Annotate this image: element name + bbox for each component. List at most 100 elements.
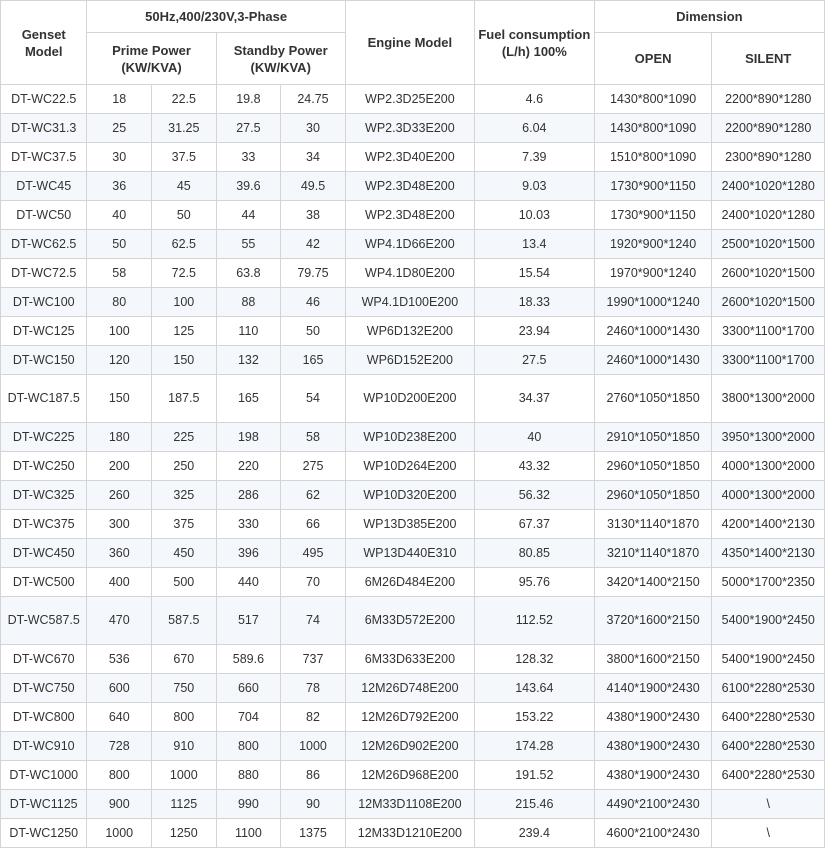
cell-engine-model: WP10D200E200 — [344, 374, 475, 423]
cell-dimension-open: 2460*1000*1430 — [593, 345, 713, 375]
cell-prime-kw: 300 — [86, 509, 153, 539]
cell-standby-kw: 110 — [215, 316, 282, 346]
cell-standby-kva: 50 — [280, 316, 346, 346]
table-row: DT-WC225 180 225 198 58 WP10D238E200 40 2910*10… — [0, 422, 825, 452]
cell-standby-kw: 440 — [215, 567, 282, 597]
header-standby-power: Standby Power (KW/KVA) — [215, 32, 346, 85]
cell-engine-model: WP2.3D25E200 — [344, 84, 475, 114]
header-silent: SILENT — [711, 32, 825, 85]
cell-prime-kw: 36 — [86, 171, 153, 201]
cell-prime-kw: 58 — [86, 258, 153, 288]
cell-dimension-open: 1730*900*1150 — [593, 200, 713, 230]
cell-standby-kva: 275 — [280, 451, 346, 481]
cell-prime-kva: 1125 — [151, 789, 217, 819]
cell-fuel-consumption: 4.6 — [473, 84, 595, 114]
cell-dimension-silent: 6400*2280*2530 — [711, 760, 825, 790]
cell-fuel-consumption: 95.76 — [473, 567, 595, 597]
cell-standby-kva: 1375 — [280, 818, 346, 848]
cell-standby-kw: 330 — [215, 509, 282, 539]
cell-dimension-silent: 2400*1020*1280 — [711, 171, 825, 201]
cell-standby-kva: 86 — [280, 760, 346, 790]
table-row: DT-WC72.5 58 72.5 63.8 79.75 WP4.1D80E200 15.5… — [0, 258, 825, 288]
table-row: DT-WC1125 900 1125 990 90 12M33D1108E200 215.4… — [0, 789, 825, 819]
cell-prime-kva: 750 — [151, 673, 217, 703]
cell-dimension-silent: 4350*1400*2130 — [711, 538, 825, 568]
cell-engine-model: WP10D320E200 — [344, 480, 475, 510]
cell-engine-model: WP4.1D66E200 — [344, 229, 475, 259]
cell-genset-model: DT-WC670 — [0, 644, 88, 674]
cell-standby-kva: 46 — [280, 287, 346, 317]
cell-genset-model: DT-WC225 — [0, 422, 88, 452]
cell-dimension-silent: 4000*1300*2000 — [711, 451, 825, 481]
cell-engine-model: WP2.3D33E200 — [344, 113, 475, 143]
cell-prime-kva: 250 — [151, 451, 217, 481]
cell-fuel-consumption: 40 — [473, 422, 595, 452]
cell-standby-kw: 286 — [215, 480, 282, 510]
cell-prime-kw: 260 — [86, 480, 153, 510]
cell-prime-kva: 910 — [151, 731, 217, 761]
cell-fuel-consumption: 9.03 — [473, 171, 595, 201]
cell-standby-kw: 27.5 — [215, 113, 282, 143]
cell-standby-kva: 34 — [280, 142, 346, 172]
table-row: DT-WC500 400 500 440 70 6M26D484E200 95.76 3420… — [0, 567, 825, 597]
cell-fuel-consumption: 6.04 — [473, 113, 595, 143]
cell-dimension-open: 1990*1000*1240 — [593, 287, 713, 317]
cell-standby-kva: 38 — [280, 200, 346, 230]
cell-standby-kva: 24.75 — [280, 84, 346, 114]
cell-genset-model: DT-WC22.5 — [0, 84, 88, 114]
cell-prime-kw: 40 — [86, 200, 153, 230]
cell-dimension-open: 4140*1900*2430 — [593, 673, 713, 703]
cell-dimension-silent: 5000*1700*2350 — [711, 567, 825, 597]
cell-genset-model: DT-WC450 — [0, 538, 88, 568]
cell-dimension-open: 2910*1050*1850 — [593, 422, 713, 452]
cell-engine-model: 12M26D968E200 — [344, 760, 475, 790]
cell-genset-model: DT-WC325 — [0, 480, 88, 510]
table-row: DT-WC50 40 50 44 38 WP2.3D48E200 10.03 1730*900… — [0, 200, 825, 230]
cell-engine-model: WP2.3D40E200 — [344, 142, 475, 172]
cell-prime-kw: 50 — [86, 229, 153, 259]
table-row: DT-WC31.3 25 31.25 27.5 30 WP2.3D33E200 6.04 14… — [0, 113, 825, 143]
cell-standby-kw: 660 — [215, 673, 282, 703]
cell-dimension-open: 2760*1050*1850 — [593, 374, 713, 423]
cell-prime-kva: 62.5 — [151, 229, 217, 259]
table-row: DT-WC375 300 375 330 66 WP13D385E200 67.37 3130… — [0, 509, 825, 539]
header-prime-power: Prime Power (KW/KVA) — [86, 32, 217, 85]
cell-genset-model: DT-WC187.5 — [0, 374, 88, 423]
cell-dimension-open: 1510*800*1090 — [593, 142, 713, 172]
cell-prime-kw: 640 — [86, 702, 153, 732]
cell-prime-kw: 30 — [86, 142, 153, 172]
cell-fuel-consumption: 23.94 — [473, 316, 595, 346]
table-row: DT-WC587.5 470 587.5 517 74 6M33D572E200 112.5… — [0, 596, 825, 645]
cell-engine-model: WP10D264E200 — [344, 451, 475, 481]
cell-standby-kw: 517 — [215, 596, 282, 645]
cell-genset-model: DT-WC1000 — [0, 760, 88, 790]
cell-fuel-consumption: 191.52 — [473, 760, 595, 790]
cell-genset-model: DT-WC37.5 — [0, 142, 88, 172]
cell-dimension-open: 1430*800*1090 — [593, 84, 713, 114]
cell-fuel-consumption: 13.4 — [473, 229, 595, 259]
cell-prime-kva: 1250 — [151, 818, 217, 848]
header-phase: 50Hz,400/230V,3-Phase — [86, 0, 346, 33]
cell-dimension-open: 3210*1140*1870 — [593, 538, 713, 568]
table-row: DT-WC150 120 150 132 165 WP6D152E200 27.5 2460*… — [0, 345, 825, 375]
header-engine-model: Engine Model — [344, 0, 475, 85]
cell-genset-model: DT-WC910 — [0, 731, 88, 761]
cell-fuel-consumption: 153.22 — [473, 702, 595, 732]
cell-dimension-silent: \ — [711, 789, 825, 819]
cell-engine-model: WP4.1D100E200 — [344, 287, 475, 317]
cell-dimension-silent: \ — [711, 818, 825, 848]
cell-prime-kva: 72.5 — [151, 258, 217, 288]
table-row: DT-WC187.5 150 187.5 165 54 WP10D200E200 34.37… — [0, 374, 825, 423]
cell-standby-kva: 79.75 — [280, 258, 346, 288]
cell-standby-kva: 70 — [280, 567, 346, 597]
cell-prime-kw: 728 — [86, 731, 153, 761]
cell-standby-kva: 78 — [280, 673, 346, 703]
cell-engine-model: 12M26D748E200 — [344, 673, 475, 703]
cell-dimension-silent: 2600*1020*1500 — [711, 258, 825, 288]
cell-engine-model: WP2.3D48E200 — [344, 200, 475, 230]
cell-standby-kw: 198 — [215, 422, 282, 452]
cell-dimension-silent: 2200*890*1280 — [711, 113, 825, 143]
cell-standby-kva: 62 — [280, 480, 346, 510]
cell-engine-model: 12M26D902E200 — [344, 731, 475, 761]
cell-standby-kw: 990 — [215, 789, 282, 819]
